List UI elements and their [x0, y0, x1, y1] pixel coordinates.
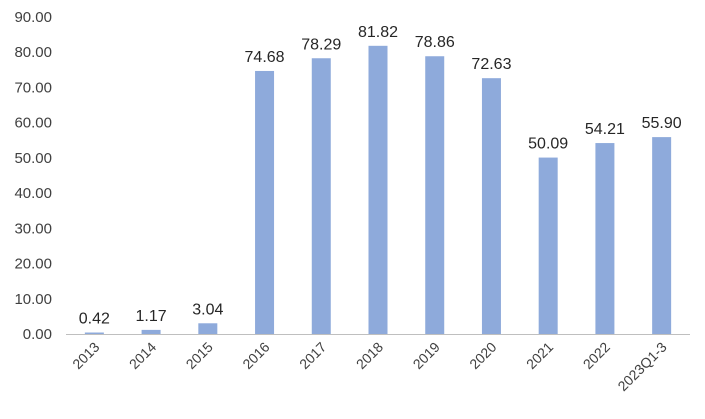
y-tick-label: 60.00: [14, 115, 52, 132]
bar: [425, 56, 445, 335]
y-tick-label: 0.00: [23, 326, 52, 343]
y-tick-label: 50.00: [14, 150, 52, 167]
data-label: 72.63: [471, 56, 511, 73]
x-tick-label: 2021: [523, 339, 556, 372]
x-tick-label: 2022: [580, 339, 613, 372]
y-tick-label: 20.00: [14, 256, 52, 273]
data-label: 54.21: [585, 121, 625, 138]
y-tick-label: 90.00: [14, 9, 52, 26]
bar: [141, 329, 161, 334]
data-label: 81.82: [358, 24, 398, 41]
y-tick-label: 80.00: [14, 44, 52, 61]
x-tick-label: 2019: [410, 339, 443, 372]
x-tick-label: 2023Q1-3: [614, 339, 669, 394]
x-tick-label: 2018: [353, 339, 386, 372]
data-label: 50.09: [528, 136, 568, 153]
y-tick-label: 10.00: [14, 291, 52, 308]
bar: [481, 78, 501, 335]
x-tick-label: 2013: [69, 339, 102, 372]
bar: [198, 323, 218, 334]
data-labels: 0.42 1.17 3.04 74.68 78.29 81.82 78.86 72.63 50.…: [79, 24, 682, 328]
y-tick-label: 30.00: [14, 220, 52, 237]
data-label: 78.86: [415, 34, 455, 51]
x-tick-label: 2016: [239, 339, 272, 372]
bars: [84, 45, 672, 335]
data-label: 55.90: [642, 115, 682, 132]
data-label: 0.42: [79, 311, 110, 328]
bar: [311, 58, 331, 334]
x-tick-label: 2020: [466, 339, 499, 372]
y-tick-label: 40.00: [14, 185, 52, 202]
bar: [368, 45, 388, 335]
bar: [255, 70, 275, 335]
x-axis-ticks: 2013 2014 2015 2016 2017 2018 2019 2020 2021 2022…: [69, 339, 670, 394]
data-label: 74.68: [245, 49, 285, 66]
data-label: 78.29: [301, 36, 341, 53]
bar: [84, 332, 104, 334]
bar: [595, 143, 615, 334]
data-label: 3.04: [192, 301, 223, 318]
data-label: 1.17: [136, 308, 167, 325]
y-axis-ticks: 0.00 10.00 20.00 30.00 40.00 50.00 60.00 70.00 8…: [14, 9, 52, 343]
x-tick-label: 2014: [126, 339, 159, 372]
bar: [538, 157, 558, 334]
x-tick-label: 2015: [183, 339, 216, 372]
bar: [652, 137, 672, 334]
y-tick-label: 70.00: [14, 79, 52, 96]
x-tick-label: 2017: [296, 339, 329, 372]
